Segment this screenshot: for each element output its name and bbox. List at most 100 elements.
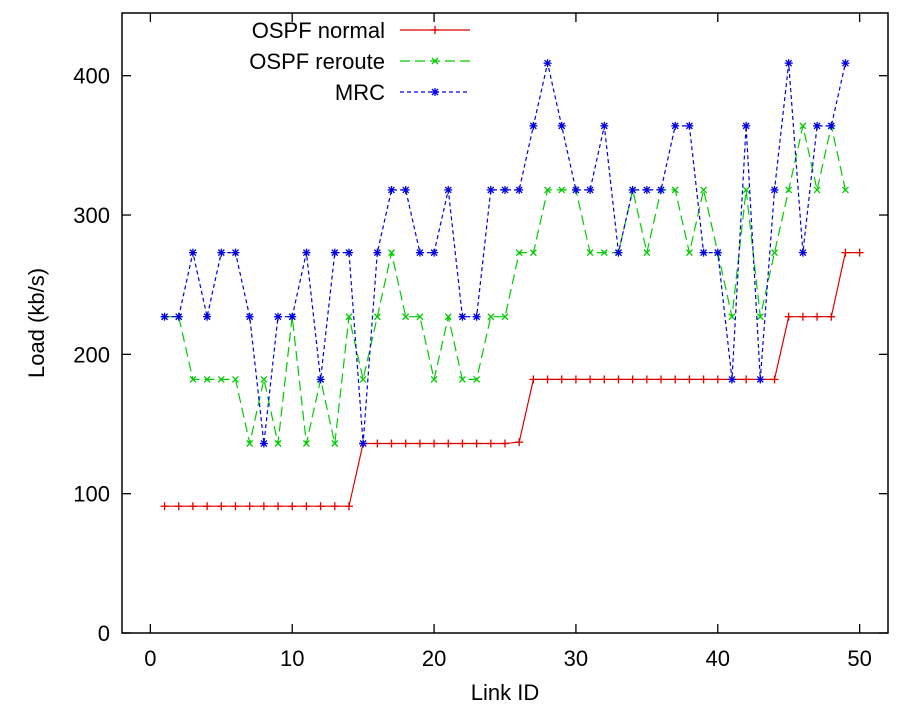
- data-point: [756, 313, 764, 321]
- data-point: [586, 249, 594, 257]
- series-line-mrc: [164, 63, 846, 444]
- data-point: [841, 59, 850, 68]
- x-tick-label: 10: [280, 646, 304, 671]
- data-point: [699, 248, 708, 257]
- data-point: [458, 375, 466, 383]
- data-point: [260, 375, 268, 383]
- data-point: [401, 185, 410, 194]
- data-point: [671, 375, 680, 384]
- data-point: [344, 248, 353, 257]
- legend-marker: [431, 57, 439, 65]
- data-point: [827, 121, 836, 130]
- data-point: [231, 248, 240, 257]
- data-point: [700, 186, 708, 194]
- data-point: [543, 375, 552, 384]
- axis-ticks: 0 10 20 30 40 50 0 100 200 300 400: [73, 13, 888, 671]
- data-point: [472, 439, 481, 448]
- x-axis-title: Link ID: [471, 680, 539, 705]
- data-point: [473, 375, 481, 383]
- data-point: [841, 186, 849, 194]
- legend-marker: [431, 26, 439, 34]
- data-point: [359, 439, 368, 448]
- x-tick-label: 40: [706, 646, 730, 671]
- data-point: [316, 375, 325, 384]
- data-point: [813, 312, 822, 321]
- data-point: [728, 313, 736, 321]
- legend-label: OSPF normal: [252, 18, 385, 43]
- data-point: [203, 312, 212, 321]
- data-point: [344, 502, 353, 511]
- data-point: [515, 438, 524, 447]
- data-point: [232, 375, 239, 383]
- data-point: [586, 185, 595, 194]
- data-point: [770, 185, 779, 194]
- data-point: [302, 502, 311, 511]
- data-point: [501, 185, 509, 194]
- data-point: [430, 248, 439, 257]
- data-point: [472, 312, 481, 321]
- data-point: [189, 375, 197, 383]
- legend-item: MRC: [335, 80, 470, 105]
- data-point: [217, 248, 226, 257]
- data-point: [274, 312, 283, 321]
- data-point: [628, 185, 637, 194]
- data-point: [642, 375, 651, 384]
- data-point: [387, 185, 396, 194]
- data-point: [331, 440, 339, 447]
- data-point: [713, 248, 722, 257]
- data-point: [160, 312, 169, 321]
- data-point: [643, 249, 651, 257]
- legend-marker: [431, 88, 439, 96]
- data-point: [515, 185, 524, 194]
- data-point: [756, 375, 765, 384]
- data-point: [259, 439, 268, 448]
- data-point: [685, 249, 693, 257]
- legend-label: OSPF reroute: [249, 49, 385, 74]
- data-point: [302, 248, 311, 257]
- data-point: [302, 440, 310, 447]
- data-point: [657, 375, 666, 384]
- data-point: [188, 502, 197, 511]
- data-point: [388, 249, 395, 257]
- legend-item: OSPF reroute: [249, 49, 470, 74]
- data-point: [458, 312, 467, 321]
- y-tick-label: 300: [73, 203, 110, 228]
- data-point: [486, 439, 495, 448]
- data-point: [770, 375, 779, 384]
- data-point: [600, 121, 609, 130]
- y-tick-label: 0: [98, 621, 110, 646]
- legend: OSPF normal OSPF reroute MRC: [249, 18, 470, 105]
- data-point: [529, 249, 537, 257]
- data-point: [671, 186, 679, 194]
- data-point: [671, 121, 680, 130]
- data-point: [529, 121, 538, 130]
- data-point: [742, 121, 751, 130]
- data-point: [373, 313, 381, 321]
- data-point: [799, 122, 807, 130]
- series-line-ospf-reroute: [164, 125, 846, 444]
- data-point: [259, 502, 268, 511]
- y-axis-title: Load (kb/s): [24, 268, 49, 378]
- data-point: [330, 248, 339, 257]
- series-layer: [160, 59, 864, 511]
- data-point: [571, 375, 580, 384]
- data-point: [742, 375, 751, 384]
- data-point: [771, 249, 778, 257]
- data-point: [444, 313, 452, 321]
- data-point: [742, 186, 750, 194]
- data-point: [614, 248, 623, 257]
- data-point: [813, 121, 822, 130]
- data-point: [345, 313, 353, 321]
- data-point: [501, 313, 509, 321]
- data-point: [416, 313, 424, 321]
- data-point: [586, 375, 595, 384]
- data-point: [330, 502, 339, 511]
- data-point: [798, 312, 807, 321]
- y-tick-label: 100: [73, 482, 110, 507]
- data-point: [458, 439, 467, 448]
- data-point: [401, 439, 410, 448]
- data-point: [544, 186, 552, 194]
- data-point: [359, 375, 367, 383]
- data-point: [316, 502, 325, 511]
- data-point: [203, 375, 211, 383]
